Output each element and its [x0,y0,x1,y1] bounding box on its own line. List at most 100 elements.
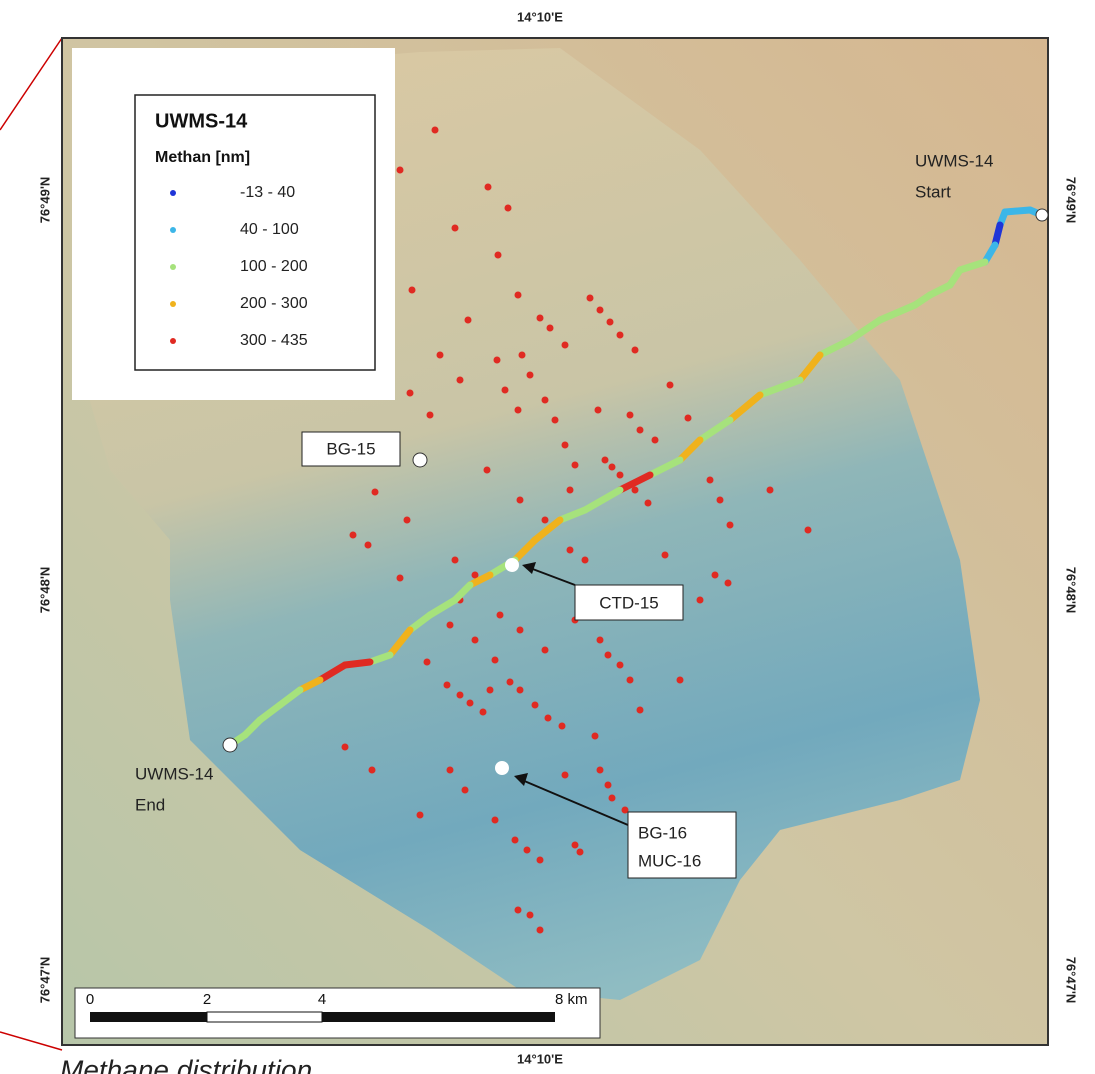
sample-dot [617,332,624,339]
scale-label: 2 [203,991,211,1008]
sample-dot [547,325,554,332]
sample-dot [805,527,812,534]
legend-label: 40 - 100 [240,221,299,238]
sample-dot [465,317,472,324]
sample-dot [447,767,454,774]
end-label: UWMS-14 [135,764,213,783]
sample-dot [524,847,531,854]
legend-label: 200 - 300 [240,295,308,312]
sample-dot [497,612,504,619]
sample-dot [350,532,357,539]
sample-dot [404,517,411,524]
sample-dot [572,842,579,849]
sample-dot [627,677,634,684]
sample-dot [492,657,499,664]
sample-dot [537,927,544,934]
sample-dot [582,557,589,564]
lat-label: 76°47'N [1064,957,1079,1004]
sample-dot [577,849,584,856]
sample-dot [532,702,539,709]
legend-label: 300 - 435 [240,332,308,349]
sample-dot [397,167,404,174]
sample-dot [417,812,424,819]
sample-dot [717,497,724,504]
sample-dot [537,315,544,322]
sample-dot [502,387,509,394]
station [505,558,519,572]
sample-dot [685,415,692,422]
legend-swatch [170,338,176,344]
bg16-label: MUC-16 [638,851,701,870]
sample-dot [527,912,534,919]
sample-dot [517,627,524,634]
station [223,738,237,752]
sample-dot [467,700,474,707]
sample-dot [727,522,734,529]
sample-dot [609,464,616,471]
sample-dot [605,652,612,659]
sample-dot [537,857,544,864]
sample-dot [712,572,719,579]
sample-dot [515,292,522,299]
sample-dot [542,517,549,524]
sample-dot [609,795,616,802]
sample-dot [427,412,434,419]
sample-dot [592,733,599,740]
sample-dot [559,723,566,730]
legend-swatch [170,190,176,196]
sample-dot [567,487,574,494]
legend-label: 100 - 200 [240,258,308,275]
sample-dot [407,390,414,397]
sample-dot [562,342,569,349]
track-segment [345,662,370,665]
sample-dot [652,437,659,444]
sample-dot [527,372,534,379]
legend-label: -13 - 40 [240,184,295,201]
sample-dot [369,767,376,774]
lat-label: 76°49'N [1064,177,1079,224]
sample-dot [567,547,574,554]
station [1036,209,1048,221]
end-label: End [135,795,165,814]
sample-dot [542,647,549,654]
sample-dot [342,744,349,751]
legend-subtitle: Methan [nm] [155,149,250,166]
sample-dot [397,575,404,582]
lon-label: 14°10'E [517,9,563,24]
sample-dot [545,715,552,722]
sample-dot [627,412,634,419]
sample-dot [595,407,602,414]
sample-dot [495,252,502,259]
sample-dot [494,357,501,364]
ctd15-label: CTD-15 [599,593,659,612]
station [413,453,427,467]
sample-dot [452,557,459,564]
sample-dot [597,307,604,314]
map: UWMS-14 Methan [nm] -13 - 40 40 - 100 100 … [0,0,1095,1074]
sample-dot [517,687,524,694]
sample-dot [697,597,704,604]
legend-swatch [170,301,176,307]
sample-dot [507,679,514,686]
zoom-line [0,1032,62,1050]
scale-seg [90,1012,207,1022]
zoom-line [0,38,62,130]
bg16-label: BG-16 [638,823,687,842]
legend-title: UWMS-14 [155,110,248,132]
scale-label: 4 [318,991,326,1008]
sample-dot [767,487,774,494]
sample-dot [444,682,451,689]
sample-dot [605,782,612,789]
scale-label: 0 [86,991,94,1008]
scale-seg [207,1012,322,1022]
start-label: Start [915,182,951,201]
sample-dot [562,772,569,779]
sample-dot [587,295,594,302]
sample-dot [492,817,499,824]
sample-dot [437,352,444,359]
lat-label: 76°47'N [37,957,52,1004]
sample-dot [505,205,512,212]
sample-dot [562,442,569,449]
sample-dot [725,580,732,587]
sample-dot [517,497,524,504]
